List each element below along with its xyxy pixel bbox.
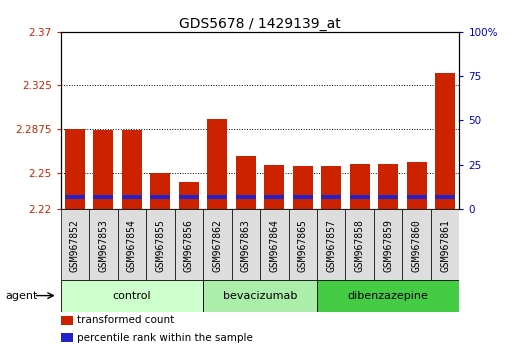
Bar [293, 166, 313, 209]
Text: dibenzazepine: dibenzazepine [348, 291, 429, 301]
Bar [435, 73, 455, 209]
Text: GSM967859: GSM967859 [383, 219, 393, 272]
Bar [150, 173, 171, 209]
Text: GSM967855: GSM967855 [155, 219, 165, 272]
Bar [321, 195, 341, 199]
Text: GSM967860: GSM967860 [412, 219, 422, 272]
Bar [203, 209, 232, 280]
Text: percentile rank within the sample: percentile rank within the sample [77, 333, 252, 343]
Bar [293, 195, 313, 199]
Bar [146, 209, 175, 280]
Bar [122, 130, 142, 209]
Bar [431, 209, 459, 280]
Bar [260, 209, 288, 280]
Bar [61, 209, 89, 280]
Bar [317, 209, 345, 280]
Text: GSM967854: GSM967854 [127, 219, 137, 272]
Bar [61, 316, 73, 325]
Bar [378, 164, 398, 209]
Bar [407, 195, 427, 199]
Text: GSM967863: GSM967863 [241, 219, 251, 272]
Bar [65, 129, 85, 209]
Bar [407, 162, 427, 209]
Text: GSM967864: GSM967864 [269, 219, 279, 272]
Bar [122, 195, 142, 199]
Bar [61, 280, 203, 312]
Bar [378, 195, 398, 199]
Bar [61, 333, 73, 342]
Bar [402, 209, 431, 280]
Bar [350, 195, 370, 199]
Text: agent: agent [5, 291, 37, 301]
Bar [65, 195, 85, 199]
Bar [345, 209, 374, 280]
Bar [288, 209, 317, 280]
Bar [265, 195, 284, 199]
Bar [118, 209, 146, 280]
Bar [89, 209, 118, 280]
Bar [179, 182, 199, 209]
Bar [236, 156, 256, 209]
Bar [203, 280, 317, 312]
Title: GDS5678 / 1429139_at: GDS5678 / 1429139_at [179, 17, 341, 31]
Text: GSM967857: GSM967857 [326, 219, 336, 272]
Bar [232, 209, 260, 280]
Bar [317, 280, 459, 312]
Text: GSM967862: GSM967862 [212, 219, 222, 272]
Bar [179, 195, 199, 199]
Bar [374, 209, 402, 280]
Text: GSM967852: GSM967852 [70, 219, 80, 272]
Bar [150, 195, 171, 199]
Bar [175, 209, 203, 280]
Text: control: control [112, 291, 151, 301]
Text: GSM967861: GSM967861 [440, 219, 450, 272]
Text: transformed count: transformed count [77, 315, 174, 325]
Text: GSM967858: GSM967858 [355, 219, 365, 272]
Bar [350, 164, 370, 209]
Bar [93, 195, 114, 199]
Bar [321, 166, 341, 209]
Bar [93, 130, 114, 209]
Bar [208, 119, 227, 209]
Text: GSM967856: GSM967856 [184, 219, 194, 272]
Text: bevacizumab: bevacizumab [223, 291, 297, 301]
Bar [236, 195, 256, 199]
Text: GSM967853: GSM967853 [98, 219, 108, 272]
Bar [435, 195, 455, 199]
Bar [208, 195, 227, 199]
Bar [265, 165, 284, 209]
Text: GSM967865: GSM967865 [298, 219, 308, 272]
